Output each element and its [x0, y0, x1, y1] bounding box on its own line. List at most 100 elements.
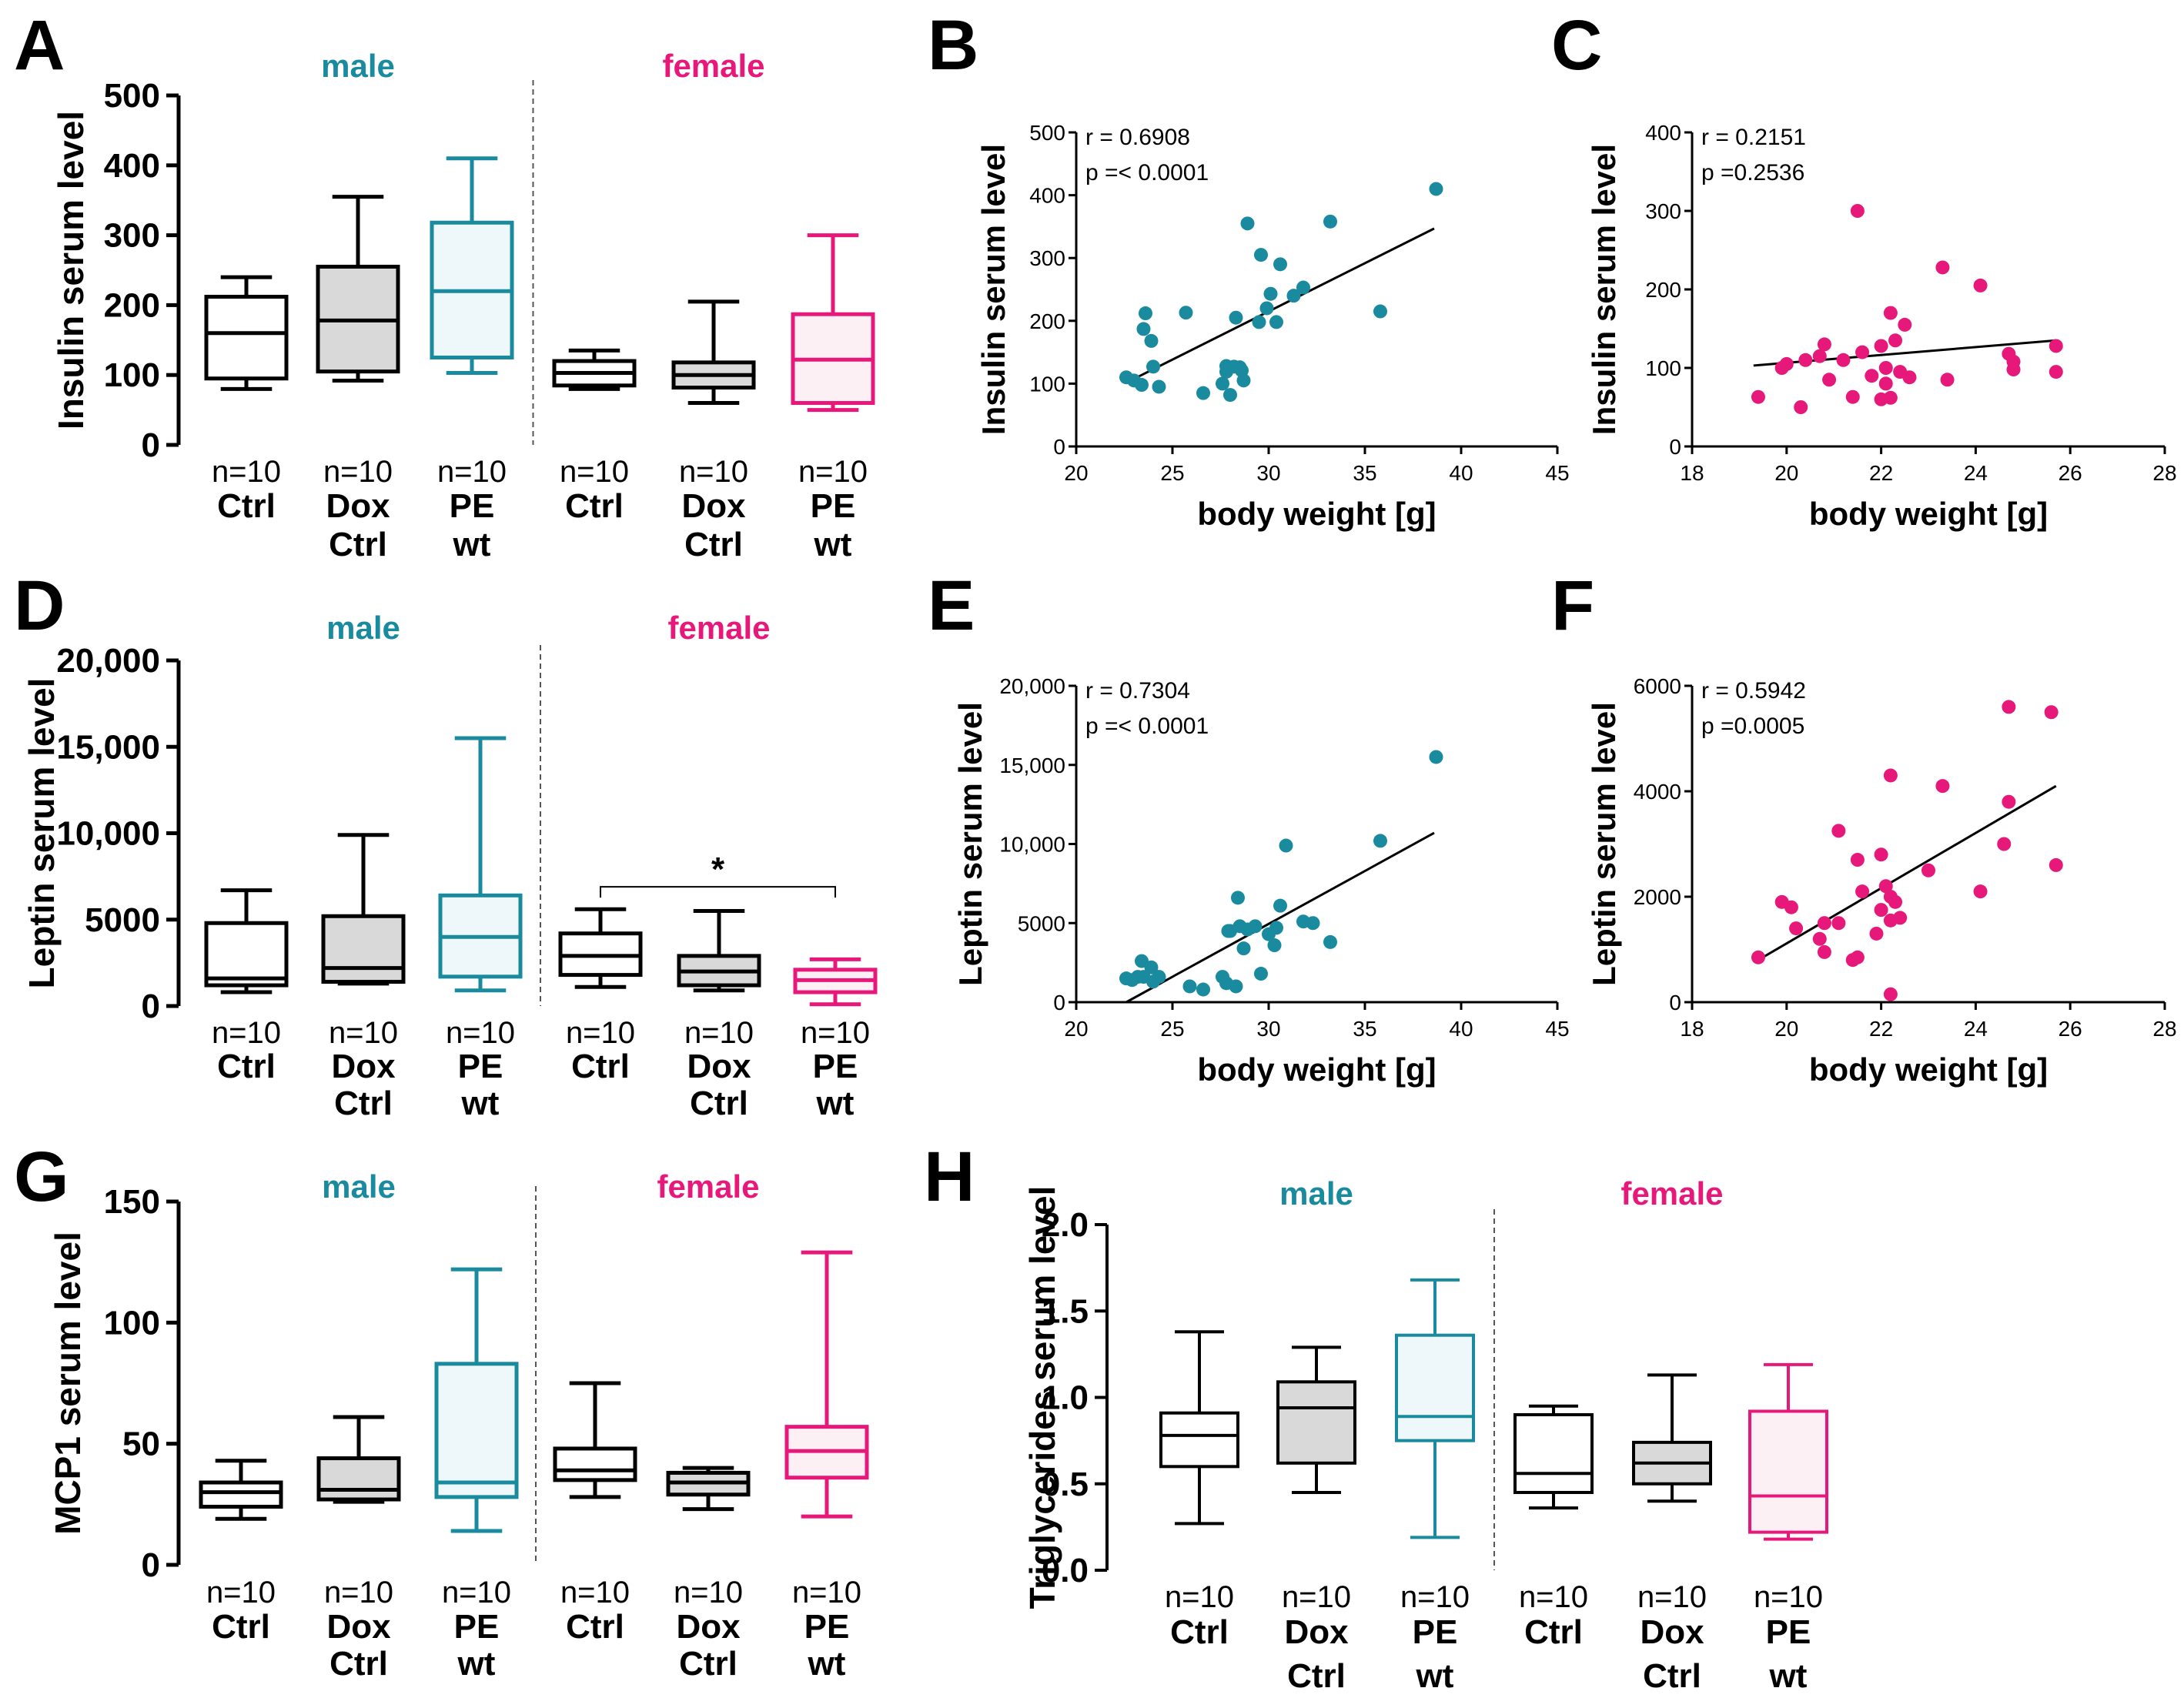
x-tick-label: 35 [1353, 1017, 1376, 1041]
box-2 [434, 1267, 519, 1533]
data-point [1997, 837, 2012, 851]
data-point [1831, 824, 1846, 838]
data-point [1973, 278, 1988, 292]
p-value: p =0.2536 [1701, 160, 1804, 186]
sex-label-male: male [322, 1168, 396, 1205]
group-label: Dox [676, 1608, 741, 1646]
data-point [1874, 847, 1888, 862]
data-point [1789, 921, 1804, 936]
data-point [1196, 982, 1210, 997]
group-n-label: n=10 [679, 455, 748, 489]
r-value: r = 0.6908 [1085, 125, 1190, 150]
sex-label-female: female [662, 48, 764, 84]
group-label-2: wt [1769, 1657, 1808, 1695]
box-4 [666, 1466, 751, 1512]
data-point [1229, 979, 1243, 994]
data-point [1845, 389, 1860, 404]
y-axis-label: Insulin serum level [1586, 144, 1622, 435]
panel-label: B [928, 6, 978, 85]
y-tick-label: 200 [104, 286, 160, 324]
box-1 [321, 833, 406, 986]
group-label: PE [450, 487, 495, 525]
data-point [1221, 924, 1236, 938]
p-value: p =< 0.0001 [1085, 714, 1209, 739]
y-axis-label: Insulin serum level [51, 111, 91, 430]
group-label: Dox [687, 1048, 751, 1085]
group-n-label: n=10 [674, 1576, 743, 1609]
sex-label-male: male [326, 610, 400, 646]
data-point [1254, 967, 1268, 981]
data-point [1139, 306, 1152, 321]
group-label-2: Ctrl [329, 1645, 388, 1683]
data-point [1902, 370, 1917, 385]
group-n-label: n=10 [212, 1016, 281, 1050]
box-2 [1395, 1278, 1475, 1539]
y-tick-label: 50 [122, 1426, 160, 1463]
y-axis-label: Leptin serum level [952, 702, 988, 986]
y-tick-label: 20,000 [56, 642, 160, 680]
x-tick-label: 18 [1680, 461, 1704, 485]
panel-label: F [1551, 567, 1594, 645]
p-value: p =0.0005 [1701, 714, 1804, 739]
group-label: Ctrl [212, 1608, 270, 1646]
y-tick-label: 200 [1645, 278, 1681, 302]
panel-E: E 0 5000 10,000 15,000 20,000 20 25 30 35 40 45 Lept… [928, 567, 1570, 1088]
p-value: p =< 0.0001 [1085, 160, 1209, 186]
group-n-label: n=10 [1754, 1580, 1823, 1614]
box-2 [430, 156, 514, 375]
group-n-label: n=10 [1282, 1580, 1351, 1614]
x-tick-label: 25 [1160, 461, 1184, 485]
group-label: Dox [326, 487, 390, 525]
group-label: Ctrl [217, 1048, 276, 1085]
data-point [2049, 365, 2063, 379]
data-point [1878, 361, 1893, 375]
x-tick-label: 35 [1353, 461, 1376, 485]
box-iqr [553, 1446, 637, 1482]
data-point [1921, 863, 1935, 877]
data-point [1286, 289, 1301, 303]
x-tick-label: 20 [1064, 1017, 1088, 1041]
group-label-2: Ctrl [690, 1085, 748, 1122]
group-label: PE [811, 487, 856, 525]
x-tick-label: 20 [1774, 461, 1798, 485]
box-0 [1159, 1330, 1239, 1526]
box-4 [1632, 1373, 1712, 1503]
box-iqr [1276, 1380, 1356, 1465]
group-n-label: n=10 [684, 1016, 754, 1050]
data-point [1229, 310, 1243, 325]
group-n-label: n=10 [437, 455, 507, 489]
data-point [1136, 322, 1151, 336]
box-iqr [321, 914, 406, 984]
data-point [1263, 286, 1278, 301]
y-tick-label: 1.0 [1042, 1379, 1089, 1417]
group-n-label: n=10 [560, 1576, 630, 1609]
data-point [1855, 345, 1870, 359]
group-label-2: Ctrl [1287, 1657, 1346, 1695]
group-n-label: n=10 [566, 1016, 635, 1050]
group-label-2: wt [808, 1645, 846, 1683]
data-point [1883, 306, 1898, 320]
data-point [1888, 333, 1903, 348]
panel-F: F 0 2000 4000 6000 18 20 22 24 26 28 Leptin serum l… [1551, 567, 2177, 1088]
data-point [1236, 373, 1251, 388]
box-1 [1276, 1345, 1356, 1494]
box-3 [1513, 1404, 1594, 1510]
box-iqr [1159, 1411, 1239, 1469]
data-point [1254, 248, 1268, 262]
data-point [1836, 353, 1851, 367]
group-n-label: n=10 [801, 1016, 870, 1050]
data-point [1373, 304, 1387, 319]
data-point [1152, 379, 1166, 394]
data-point [1865, 369, 1879, 383]
y-tick-label: 300 [1029, 246, 1065, 270]
data-point [1216, 376, 1229, 391]
box-1 [316, 195, 400, 383]
sex-label-female: female [667, 610, 770, 646]
y-axis-label: Leptin serum level [1586, 702, 1622, 986]
data-point [1144, 333, 1159, 348]
regression-line [1758, 784, 2057, 961]
group-n-label: n=10 [792, 1576, 861, 1609]
y-tick-label: 100 [104, 1304, 160, 1342]
box-iqr [1513, 1412, 1594, 1494]
